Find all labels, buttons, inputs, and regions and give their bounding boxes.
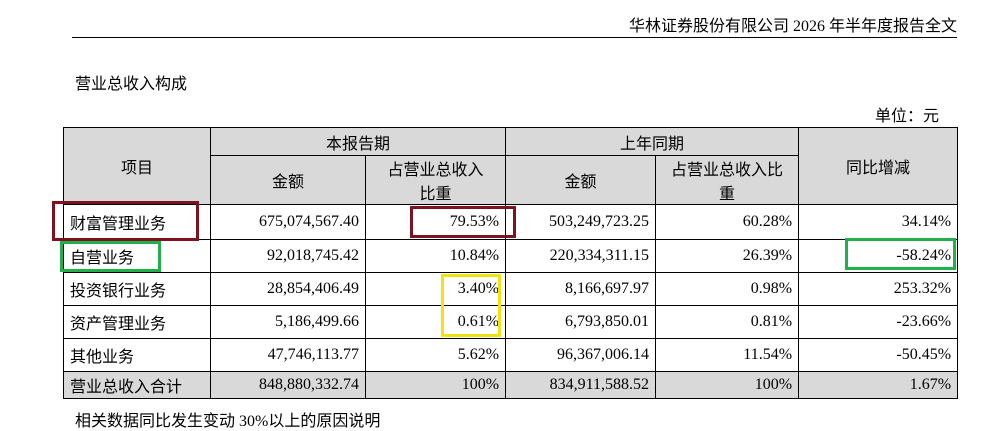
cell: 5.62% (364, 338, 507, 372)
cell: 675,074,567.40 (210, 204, 366, 240)
table-row: 自营业务 92,018,745.42 10.84% 220,334,311.15 26.… (63, 239, 959, 273)
revenue-table: 项目 本报告期 上年同期 同比增减 金额 占营业总收入比重 金额 占营业总收入比… (63, 127, 959, 399)
header-rule (72, 37, 957, 38)
cell: -23.66% (798, 305, 959, 339)
cell: 34.14% (798, 204, 959, 240)
row-label: 其他业务 (63, 338, 211, 372)
cell: 0.98% (655, 272, 800, 306)
row-label: 营业总收入合计 (63, 371, 211, 399)
unit: 单位：元 (874, 108, 939, 125)
cell: 11.54% (655, 338, 800, 372)
highlight-box (441, 274, 501, 337)
subheader-cell: 金额 (210, 155, 366, 205)
header-cell: 同比增减 (798, 127, 959, 205)
table-row: 财富管理业务 675,074,567.40 79.53% 503,249,723.25… (63, 204, 959, 240)
header-cell: 本报告期 (209, 127, 507, 156)
cell: 3.40% (364, 272, 507, 306)
table-row: 投资银行业务 28,854,406.49 3.40% 8,166,697.97 0.98… (63, 272, 959, 306)
cell: 47,746,113.77 (210, 338, 366, 372)
section-title: 营业总收入构成 (75, 76, 188, 93)
cell: 26.39% (655, 239, 800, 273)
cell: 220,334,311.15 (505, 239, 657, 273)
row-label: 投资银行业务 (63, 272, 211, 306)
row-label: 自营业务 (63, 239, 211, 273)
highlight-box (410, 206, 516, 238)
cell: 0.81% (655, 305, 800, 339)
cell: 1.67% (798, 371, 959, 399)
subheader-cell: 金额 (505, 155, 657, 205)
subheader-cell: 占营业总收入比重 (655, 155, 800, 205)
cell: 0.61% (364, 305, 507, 339)
table-row: 营业总收入合计 848,880,332.74 100% 834,911,588.52 1… (63, 371, 959, 399)
cell: -50.45% (798, 338, 959, 372)
cell: 503,249,723.25 (505, 204, 657, 240)
header-cell: 项目 (63, 127, 211, 205)
cell: 92,018,745.42 (210, 239, 366, 273)
cell: 28,854,406.49 (210, 272, 366, 306)
row-label: 资产管理业务 (63, 305, 211, 339)
cell: 848,880,332.74 (210, 371, 366, 399)
cell: 96,367,006.14 (505, 338, 657, 372)
table-row: 资产管理业务 5,186,499.66 0.61% 6,793,850.01 0.81%… (63, 305, 959, 339)
note: 相关数据同比发生变动 30%以上的原因说明 (75, 413, 381, 430)
header-cell: 上年同期 (505, 127, 800, 156)
cell: 60.28% (655, 204, 800, 240)
cell: 100% (364, 371, 507, 399)
cell: 834,911,588.52 (505, 371, 657, 399)
row-label: 财富管理业务 (63, 204, 211, 240)
highlight-box (845, 238, 956, 270)
cell: 5,186,499.66 (210, 305, 366, 339)
table-row: 其他业务 47,746,113.77 5.62% 96,367,006.14 11.54… (63, 338, 959, 372)
highlight-box (52, 201, 199, 241)
header-title: 华林证券股份有限公司 2026 年半年度报告全文 (628, 18, 957, 35)
cell: 6,793,850.01 (505, 305, 657, 339)
cell: 100% (655, 371, 800, 399)
subheader-cell: 占营业总收入比重 (364, 155, 507, 205)
cell: 253.32% (798, 272, 959, 306)
highlight-box (60, 241, 161, 272)
cell: 10.84% (364, 239, 507, 273)
cell: 8,166,697.97 (505, 272, 657, 306)
